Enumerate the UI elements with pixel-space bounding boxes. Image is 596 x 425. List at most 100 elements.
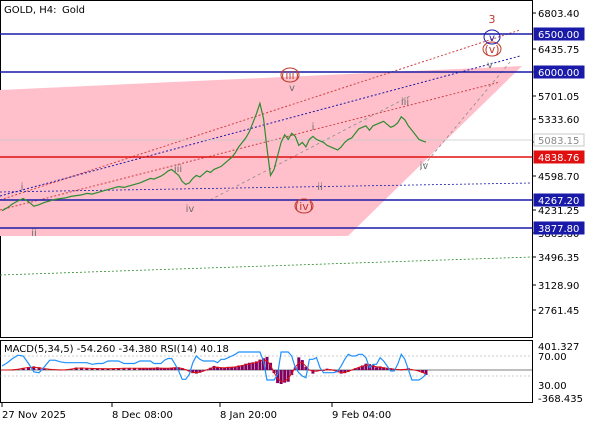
wave-label: iii [401,97,409,108]
macd-bar [212,365,216,370]
macd-bar [364,363,368,370]
macd-bar [290,370,294,375]
wave-label: i [21,182,24,193]
macd-bar [357,367,361,370]
wave-label: iii [174,164,182,175]
macd-bar [85,367,89,370]
macd-bar [198,370,202,373]
macd-bar [258,359,262,370]
macd-bar [111,368,115,370]
level-tag-bg [533,133,585,147]
indicator-tick-label: 70.00 [538,352,567,363]
macd-bar [420,370,424,373]
macd-bar [145,367,149,370]
macd-bar [90,368,94,370]
macd-bar [194,370,198,374]
macd-bar [11,370,15,371]
price-tick-label: 6435.75 [538,45,579,56]
level-tag-label: 4838.76 [538,153,579,164]
wave-label: v [489,33,495,44]
macd-bar [276,370,280,384]
indicator-tick-label: -368.435 [538,394,583,405]
macd-bar [117,368,121,370]
macd-bar [201,370,205,371]
macd-bar [265,356,269,370]
macd-bar [314,370,318,371]
macd-bar [177,367,181,370]
indicator-pane: MACD(5,34,5) -54.260 -34.380 RSI(14) 40.… [0,342,583,405]
macd-bar [378,366,382,370]
macd-bar [219,367,223,370]
macd-bar [417,370,421,371]
macd-bar [385,368,389,370]
macd-bar [133,367,136,370]
macd-bar [230,366,234,370]
time-tick-label: 8 Jan 20:00 [220,410,277,421]
macd-bar [191,370,195,374]
macd-bar [37,367,41,370]
rising-channel-area [0,66,522,236]
macd-bar [286,370,290,382]
macd-bar [127,367,131,370]
macd-bar [283,370,287,383]
macd-bar [329,370,333,371]
macd-bar [166,367,170,370]
macd-bar [122,367,126,370]
macd-bar [101,368,105,370]
price-tick-label: 6803.40 [538,9,579,20]
macd-bar [371,365,375,370]
macd-bar [247,362,251,370]
macd-bar [27,367,30,370]
macd-bar [80,367,83,370]
wave-label: (v) [484,43,499,56]
wave-label: ii [31,228,37,239]
time-tick-label: 8 Dec 08:00 [112,410,173,421]
time-tick-label: 9 Feb 04:00 [332,410,391,421]
level-price-tags: 6500.00 6000.00 5083.15 4838.76 4267.20 3877.… [533,27,585,235]
indicator-pane-frame [0,340,533,403]
macd-bar [173,367,177,370]
macd-bar [155,367,159,370]
wave-label: v [289,83,295,94]
gray-wave-trendline [209,95,411,201]
macd-bar [360,365,364,370]
macd-bar [382,367,386,370]
macd-bar [159,367,163,370]
dotted-green-support [0,256,533,276]
macd-signal-line [2,359,427,382]
macd-bar [141,367,145,370]
macd-bar [279,370,283,384]
wave-label: (iii) [281,69,299,82]
macd-bar [233,366,237,370]
price-tick-label: 3496.35 [538,253,579,264]
price-tick-label: 5701.05 [538,92,579,103]
indicator-tick-label: 401.327 [538,342,579,353]
rsi-line [1,351,427,381]
macd-bar [399,370,403,371]
symbol-label: GOLD, H4: [4,5,57,16]
level-tag-label: 6000.00 [538,68,579,79]
macd-bar [216,366,220,370]
macd-bar [138,367,142,370]
macd-bar [237,365,241,370]
level-tag-label: 4267.20 [538,196,579,207]
level-tag-bg [533,150,585,164]
indicator-tick-label: 30.00 [538,381,567,392]
level-tag-bg [533,65,585,79]
macd-bar [325,368,329,370]
macd-bar [269,362,273,370]
macd-bar [424,370,428,375]
price-tick-label: 4231.25 [538,206,579,217]
macd-bar [226,366,230,370]
macd-bar [300,360,304,370]
macd-bar [106,368,110,370]
macd-bar [304,366,308,370]
wave-label: v [487,60,493,71]
macd-bar [343,370,347,374]
macd-bar [254,361,258,370]
price-tick-label: 5333.60 [538,115,579,126]
wave-label: ii [317,182,323,193]
